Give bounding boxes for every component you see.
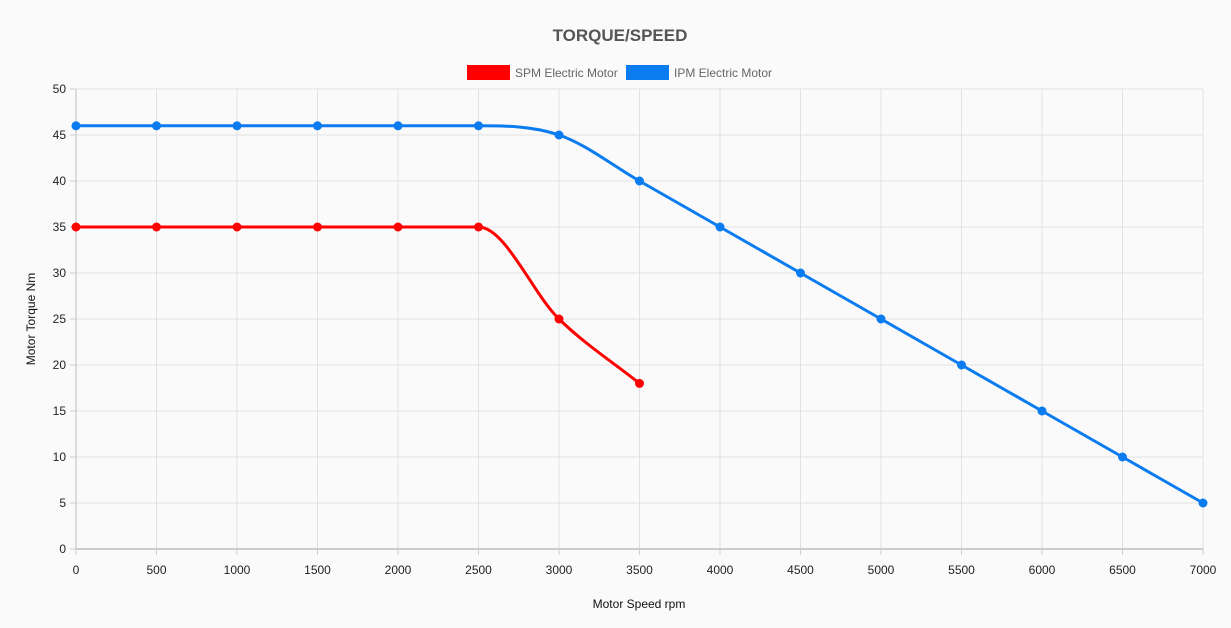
legend-label-spm: SPM Electric Motor xyxy=(515,66,618,80)
y-tick-label: 50 xyxy=(53,82,67,96)
legend[interactable]: SPM Electric Motor IPM Electric Motor xyxy=(467,65,772,80)
data-point-spm[interactable] xyxy=(71,222,81,232)
data-point-spm[interactable] xyxy=(554,314,564,324)
data-point-ipm[interactable] xyxy=(393,121,403,131)
y-tick-label: 10 xyxy=(53,450,67,464)
series-spm xyxy=(71,222,644,388)
data-point-ipm[interactable] xyxy=(715,222,725,232)
data-point-ipm[interactable] xyxy=(554,130,564,140)
x-axis-label: Motor Speed rpm xyxy=(593,597,686,611)
y-tick-label: 25 xyxy=(53,312,67,326)
x-tick-label: 6500 xyxy=(1109,563,1136,577)
series-ipm xyxy=(71,121,1208,508)
x-tick-label: 5000 xyxy=(868,563,895,577)
x-tick-label: 3500 xyxy=(626,563,653,577)
data-point-ipm[interactable] xyxy=(313,121,322,131)
data-point-spm[interactable] xyxy=(232,222,242,232)
data-point-ipm[interactable] xyxy=(1037,406,1047,416)
data-point-ipm[interactable] xyxy=(796,268,805,278)
y-tick-label: 15 xyxy=(53,404,67,418)
series-layer xyxy=(71,121,1208,508)
legend-swatch-ipm xyxy=(626,65,669,80)
grid xyxy=(76,88,1204,549)
data-point-spm[interactable] xyxy=(635,378,644,388)
x-tick-label: 5500 xyxy=(948,563,975,577)
data-point-ipm[interactable] xyxy=(957,360,966,370)
legend-item-spm[interactable]: SPM Electric Motor xyxy=(467,65,618,80)
y-tick-label: 30 xyxy=(53,266,67,280)
data-point-ipm[interactable] xyxy=(1118,452,1127,462)
y-tick-label: 35 xyxy=(53,220,67,234)
x-tick-label: 0 xyxy=(73,563,80,577)
data-point-ipm[interactable] xyxy=(635,176,644,186)
legend-label-ipm: IPM Electric Motor xyxy=(674,66,772,80)
legend-swatch-spm xyxy=(467,65,510,80)
y-tick-label: 45 xyxy=(53,128,67,142)
y-tick-label: 0 xyxy=(59,542,66,556)
x-tick-label: 1500 xyxy=(304,563,331,577)
y-tick-label: 5 xyxy=(59,496,66,510)
series-line-spm xyxy=(74,225,641,385)
y-tick-label: 20 xyxy=(53,358,67,372)
data-point-ipm[interactable] xyxy=(152,121,161,131)
legend-item-ipm[interactable]: IPM Electric Motor xyxy=(626,65,772,80)
y-axis-label: Motor Torque Nm xyxy=(24,273,38,365)
data-point-ipm[interactable] xyxy=(71,121,81,131)
data-point-spm[interactable] xyxy=(474,222,483,232)
x-axis-ticks: 0 500 1000 1500 2000 2500 3000 3500 4000 4500 5000… xyxy=(73,549,1217,577)
x-tick-label: 2000 xyxy=(385,563,412,577)
data-point-spm[interactable] xyxy=(393,222,403,232)
x-tick-label: 1000 xyxy=(224,563,251,577)
y-axis-ticks: 0 5 10 15 20 25 30 35 40 45 50 xyxy=(53,82,76,556)
data-point-spm[interactable] xyxy=(313,222,322,232)
x-tick-label: 4500 xyxy=(787,563,814,577)
data-point-ipm[interactable] xyxy=(232,121,242,131)
x-tick-label: 6000 xyxy=(1029,563,1056,577)
x-tick-label: 3000 xyxy=(546,563,573,577)
x-tick-label: 2500 xyxy=(465,563,492,577)
data-point-spm[interactable] xyxy=(152,222,161,232)
x-tick-label: 4000 xyxy=(707,563,734,577)
x-tick-label: 500 xyxy=(146,563,166,577)
series-line-ipm xyxy=(74,124,1205,505)
data-point-ipm[interactable] xyxy=(876,314,886,324)
x-tick-label: 7000 xyxy=(1190,563,1217,577)
chart-title: TORQUE/SPEED xyxy=(553,26,688,45)
y-tick-label: 40 xyxy=(53,174,67,188)
data-point-ipm[interactable] xyxy=(474,121,483,131)
data-point-ipm[interactable] xyxy=(1198,498,1208,508)
